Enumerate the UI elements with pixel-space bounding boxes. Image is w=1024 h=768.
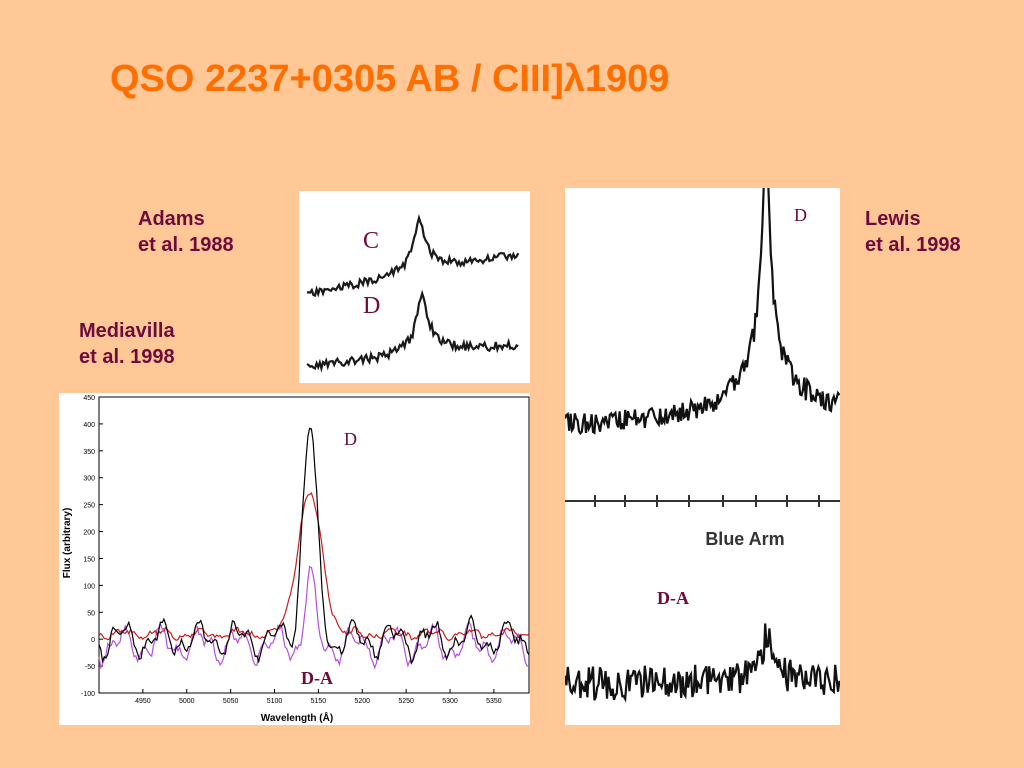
slide-title: QSO 2237+0305 AB / CIII]λ1909 (110, 58, 670, 100)
mediavilla-series-black-line (98, 427, 530, 665)
mediavilla-x-axis-label: Wavelength (Å) (261, 711, 333, 724)
lewis-axis-label-blue-arm: Blue Arm (705, 529, 784, 549)
mediavilla-y-tick-label: 50 (87, 610, 95, 617)
lewis-label-d-a: D-A (657, 588, 689, 608)
adams-series-d-line (306, 289, 519, 373)
adams-label-d: D (363, 293, 380, 319)
adams-spectrum-panel: C D (299, 191, 530, 383)
lewis-spectrum-panel: Blue Arm D D-A (565, 188, 840, 725)
mediavilla-y-tick-label: 450 (83, 395, 95, 402)
mediavilla-y-tick-label: 0 (91, 637, 95, 644)
mediavilla-x-tick-label: 4950 (135, 698, 151, 705)
caption-adams-line2: et al. 1988 (138, 234, 234, 256)
mediavilla-label-d: D (344, 429, 357, 449)
mediavilla-plot-frame (98, 396, 530, 694)
caption-mediavilla-line2: et al. 1998 (79, 346, 175, 368)
mediavilla-x-tick-label: 5200 (354, 698, 370, 705)
mediavilla-x-tick-label: 5300 (442, 698, 458, 705)
mediavilla-x-tick-label: 5150 (311, 698, 327, 705)
mediavilla-x-tick-label: 5350 (486, 698, 502, 705)
lewis-label-d: D (794, 205, 807, 225)
caption-lewis-line2: et al. 1998 (865, 234, 961, 256)
mediavilla-series-red-line (98, 491, 530, 641)
caption-adams-line1: Adams (138, 208, 205, 230)
mediavilla-y-tick-label: 200 (83, 530, 95, 537)
caption-adams: Adams et al. 1988 (138, 206, 234, 258)
mediavilla-x-tick-label: 5100 (267, 698, 283, 705)
mediavilla-y-tick-label: 300 (83, 476, 95, 483)
mediavilla-series-violet-line (98, 565, 530, 670)
adams-label-c: C (363, 228, 379, 254)
mediavilla-y-tick-label: 150 (83, 556, 95, 563)
mediavilla-spectrum-chart: 450 400 350 300 250 200 150 100 50 0 -50 -100 4950 5… (62, 395, 530, 724)
caption-mediavilla-line1: Mediavilla (79, 320, 175, 342)
adams-series-c-line (307, 214, 520, 298)
mediavilla-y-tick-label: 250 (83, 503, 95, 510)
mediavilla-label-d-a: D-A (301, 668, 333, 688)
lewis-series-d-a-line (565, 623, 840, 703)
caption-mediavilla: Mediavilla et al. 1998 (79, 318, 175, 370)
lewis-spectrum-chart: Blue Arm D D-A (565, 188, 840, 703)
mediavilla-x-tick-label: 5050 (223, 698, 239, 705)
adams-spectrum-chart: C D (306, 214, 520, 373)
mediavilla-y-tick-label: -50 (85, 664, 95, 671)
caption-lewis-line1: Lewis (865, 208, 921, 230)
caption-lewis: Lewis et al. 1998 (865, 206, 961, 258)
mediavilla-x-tick-label: 5000 (179, 698, 195, 705)
mediavilla-y-tick-label: 100 (83, 583, 95, 590)
mediavilla-y-axis-label: Flux (arbitrary) (62, 508, 73, 579)
mediavilla-y-tick-label: -100 (81, 691, 95, 698)
mediavilla-y-tick-label: 400 (83, 422, 95, 429)
mediavilla-x-tick-label: 5250 (398, 698, 414, 705)
mediavilla-spectrum-panel: 450 400 350 300 250 200 150 100 50 0 -50 -100 4950 5… (59, 393, 530, 725)
mediavilla-y-tick-label: 350 (83, 449, 95, 456)
lewis-series-d-line (565, 188, 840, 436)
